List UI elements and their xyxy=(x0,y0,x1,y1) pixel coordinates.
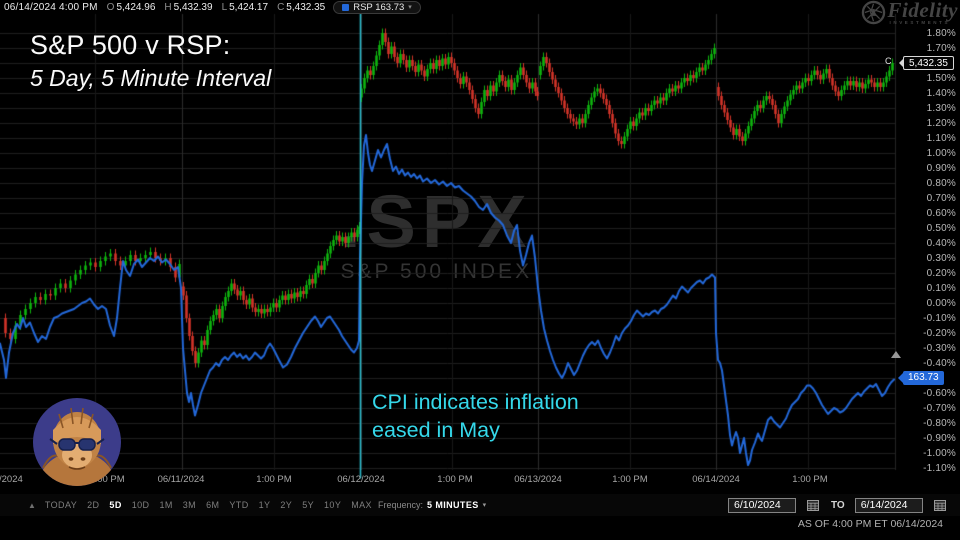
y-axis-label: -0.40% xyxy=(923,358,956,369)
y-axis-label: 1.70% xyxy=(926,43,956,54)
as-of-timestamp: AS OF 4:00 PM ET 06/14/2024 xyxy=(797,518,943,530)
period-button-6m[interactable]: 6M xyxy=(206,500,220,510)
x-axis-label: 1:00 PM xyxy=(437,474,473,485)
y-axis-label: 0.80% xyxy=(926,178,956,189)
x-axis-label: 1:00 PM xyxy=(256,474,292,485)
date-range-controls: TO xyxy=(728,497,946,513)
fidelity-logo: Fidelity INVESTMENTS xyxy=(861,0,959,25)
fidelity-pinwheel-icon xyxy=(861,0,885,25)
rsp-comparison-pill[interactable]: RSP 163.73 ▾ xyxy=(333,0,421,14)
y-axis-label: 1.20% xyxy=(926,118,956,129)
y-axis-label: -0.20% xyxy=(923,328,956,339)
y-axis-label: 1.40% xyxy=(926,88,956,99)
y-axis-label: 1.10% xyxy=(926,133,956,144)
period-button-max[interactable]: MAX xyxy=(351,500,372,510)
collapse-toolbar-icon[interactable]: ▲ xyxy=(28,500,36,510)
y-axis-label: 0.40% xyxy=(926,238,956,249)
frequency-selector[interactable]: Frequency: 5 MINUTES ▾ xyxy=(378,500,486,510)
quote-bar: 06/14/2024 4:00 PM O 5,424.96 H 5,432.39 L… xyxy=(0,0,960,14)
y-axis-label: -0.10% xyxy=(923,313,956,324)
period-button-10y[interactable]: 10Y xyxy=(324,500,342,510)
frequency-label: Frequency: xyxy=(378,500,424,510)
spx-last-price-chip: 5,432.35 xyxy=(899,56,954,70)
fidelity-investments-label: INVESTMENTS xyxy=(889,20,951,25)
y-axis-label: 0.50% xyxy=(926,223,956,234)
y-axis-label: -0.70% xyxy=(923,403,956,414)
x-axis-label: 06/13/2024 xyxy=(514,474,562,485)
avatar xyxy=(33,398,121,486)
period-button-2y[interactable]: 2Y xyxy=(280,500,293,510)
gorilla-avatar-icon xyxy=(33,398,121,486)
y-axis-label: -0.80% xyxy=(923,418,956,429)
date-to-input[interactable] xyxy=(854,497,923,513)
x-axis-label: 06/14/2024 xyxy=(692,474,740,485)
quote-open: O 5,424.96 xyxy=(106,1,156,13)
date-range-to-label: TO xyxy=(831,499,845,511)
x-axis-label: 1:00 PM xyxy=(612,474,648,485)
rsp-last-price-chip: 163.73 xyxy=(898,371,944,385)
y-axis-label: 0.70% xyxy=(926,193,956,204)
price-marker-triangle-icon xyxy=(891,351,901,358)
y-axis-label: -1.10% xyxy=(923,463,956,474)
x-axis-label: 1:00 PM xyxy=(792,474,828,485)
y-axis-label: -0.30% xyxy=(923,343,956,354)
period-button-today[interactable]: TODAY xyxy=(44,500,78,510)
calendar-icon[interactable] xyxy=(933,499,946,511)
quote-close: C 5,432.35 xyxy=(277,1,326,13)
y-axis-label: 0.20% xyxy=(926,268,956,279)
cpi-annotation-line1: CPI indicates inflation xyxy=(372,390,579,414)
period-button-3m[interactable]: 3M xyxy=(182,500,197,510)
calendar-icon[interactable] xyxy=(807,499,819,511)
quote-low: L 5,424.17 xyxy=(221,1,269,13)
y-axis-label: 0.30% xyxy=(926,253,956,264)
period-button-10d[interactable]: 10D xyxy=(131,500,150,510)
close-marker-label: C xyxy=(885,56,892,66)
chart-title-line2: 5 Day, 5 Minute Interval xyxy=(30,65,272,91)
y-axis-label: -0.90% xyxy=(923,433,956,444)
rsp-pill-label: RSP 163.73 xyxy=(353,1,405,13)
fidelity-wordmark: Fidelity xyxy=(887,0,958,22)
y-axis-label: 1.50% xyxy=(926,73,956,84)
rsp-series-color-swatch-icon xyxy=(342,3,350,11)
chart-title: S&P 500 v RSP: 5 Day, 5 Minute Interval xyxy=(30,30,271,92)
x-axis-label: 1:00 PM xyxy=(89,474,125,485)
y-axis-label: 1.00% xyxy=(926,148,956,159)
chart-title-line1: S&P 500 v RSP: xyxy=(30,30,231,60)
period-button-5d[interactable]: 5D xyxy=(109,500,122,510)
period-button-1m[interactable]: 1M xyxy=(159,500,173,510)
y-axis-label: 1.80% xyxy=(926,28,956,39)
y-axis-label: -1.00% xyxy=(923,448,956,459)
x-axis-label: 06/11/2024 xyxy=(157,474,205,485)
y-axis-label: 1.30% xyxy=(926,103,956,114)
period-button-ytd[interactable]: YTD xyxy=(229,500,249,510)
period-button-1y[interactable]: 1Y xyxy=(258,500,271,510)
cpi-annotation-line2: eased in May xyxy=(372,418,500,442)
quote-high: H 5,432.39 xyxy=(164,1,213,13)
period-button-5y[interactable]: 5Y xyxy=(302,500,315,510)
date-from-input[interactable] xyxy=(728,497,796,513)
frequency-value: 5 MINUTES xyxy=(427,500,479,510)
period-button-2d[interactable]: 2D xyxy=(87,500,100,510)
chevron-down-icon: ▾ xyxy=(408,4,412,11)
cpi-annotation: CPI indicates inflation eased in May xyxy=(372,388,579,444)
x-axis-label: 06/12/2024 xyxy=(337,474,385,485)
y-axis-label: -0.60% xyxy=(923,388,956,399)
chevron-down-icon: ▾ xyxy=(482,502,487,509)
y-axis-label: 0.60% xyxy=(926,208,956,219)
y-axis-label: 0.00% xyxy=(926,298,956,309)
y-axis-label: 0.10% xyxy=(926,283,956,294)
y-axis-label: 0.90% xyxy=(926,163,956,174)
timeframe-button-group: TODAY 2D 5D 10D 1M 3M 6M YTD 1Y 2Y 5Y 10Y MAX xyxy=(45,500,372,510)
x-axis-label: 06/10/2024 xyxy=(0,474,23,485)
chart-toolbar: ▲ TODAY 2D 5D 10D 1M 3M 6M YTD 1Y 2Y 5Y 10Y MAX Freq… xyxy=(0,494,960,516)
quote-datetime: 06/14/2024 4:00 PM xyxy=(4,1,98,13)
